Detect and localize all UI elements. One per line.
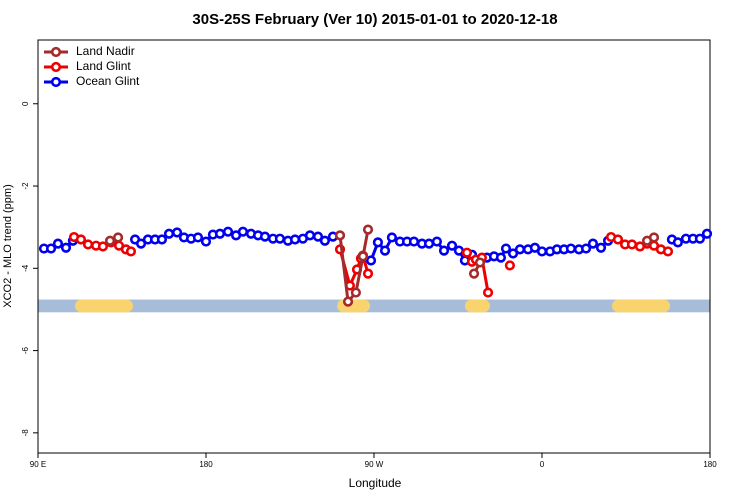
data-point [125,246,137,257]
legend-marker [50,76,62,88]
data-point [304,230,316,241]
data-point [565,243,577,254]
data-point [408,236,420,247]
data-point [259,231,271,242]
data-point [507,248,519,259]
series [68,231,674,298]
y-tick-label: -6 [21,346,30,354]
data-point [662,246,674,257]
data-point [648,232,660,243]
data-point [379,245,391,256]
data-point [222,226,234,237]
data-point [334,230,346,241]
x-tick-label: 0 [540,460,545,469]
data-point [274,233,286,244]
data-point [495,252,507,263]
y-tick-label: 0 [21,101,30,106]
data-point [135,238,147,249]
land-band [74,299,134,313]
data-point [468,268,480,279]
data-point [75,234,87,245]
y-tick-label: -4 [21,264,30,272]
land-band [612,299,671,313]
data-point [536,246,548,257]
y-tick-label: -8 [21,429,30,437]
series [104,224,660,307]
ocean-band [38,299,710,313]
y-tick-label: -2 [21,182,30,190]
data-point [612,234,624,245]
data-point [289,234,301,245]
data-point [163,228,175,239]
data-point [171,227,183,238]
legend-label: Land Nadir [76,44,135,58]
data-point [580,243,592,254]
data-point [386,232,398,243]
series [38,226,713,267]
data-point [431,236,443,247]
data-point [82,239,94,250]
legend-marker [50,46,62,58]
data-point [156,234,168,245]
data-point [362,268,374,279]
data-point [438,245,450,256]
legend-label: Land Glint [76,59,131,73]
data-point [365,255,377,266]
data-point [237,226,249,237]
x-tick-label: 90 W [365,460,384,469]
data-point [587,238,599,249]
chart-title: 30S-25S February (Ver 10) 2015-01-01 to … [192,11,557,28]
data-point [45,243,57,254]
data-point [312,231,324,242]
land-band [464,299,490,313]
data-point [350,287,361,298]
data-point [504,260,515,271]
data-point [474,257,486,268]
data-point [626,239,638,250]
x-axis-label: Longitude [349,476,402,490]
data-point [200,236,212,247]
data-point [104,235,116,246]
data-point [357,251,369,262]
data-point [362,224,374,235]
data-point [97,241,109,252]
data-point [595,242,607,253]
data-point [453,245,465,256]
data-point [342,296,354,307]
data-point [461,247,473,258]
data-point [60,242,72,253]
data-point [514,244,526,255]
data-point [52,238,64,249]
data-point [672,237,683,248]
data-point [482,287,494,298]
x-tick-label: 180 [703,460,717,469]
data-point [500,243,512,254]
legend-marker [50,61,62,73]
data-point [423,238,435,249]
data-point [112,232,124,243]
data-point [446,240,458,251]
data-point [701,228,713,239]
data-point [214,228,226,239]
x-tick-label: 180 [199,460,213,469]
data-point [694,233,706,244]
legend-label: Ocean Glint [76,74,140,88]
y-axis-label: XCO2 - MLO trend (ppm) [2,184,14,307]
data-point [372,237,384,248]
x-tick-label: 90 E [30,460,46,469]
data-point [192,232,204,243]
land-band [337,299,371,313]
data-point [319,235,331,246]
